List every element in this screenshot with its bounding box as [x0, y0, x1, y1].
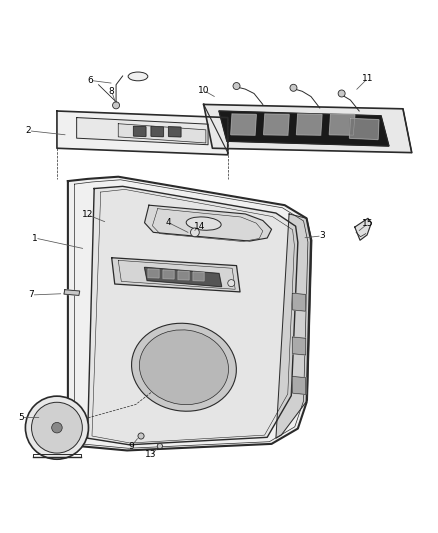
Text: 15: 15 [362, 219, 374, 228]
Polygon shape [112, 258, 240, 292]
Ellipse shape [131, 323, 237, 411]
Polygon shape [88, 187, 298, 445]
Polygon shape [329, 114, 355, 135]
Text: 9: 9 [128, 441, 134, 450]
Polygon shape [68, 177, 311, 450]
Polygon shape [77, 118, 208, 145]
Polygon shape [297, 114, 322, 135]
Text: 2: 2 [26, 126, 31, 135]
Circle shape [32, 402, 82, 453]
Text: 13: 13 [145, 450, 157, 459]
Polygon shape [118, 124, 206, 143]
Polygon shape [293, 376, 306, 394]
Polygon shape [293, 337, 306, 355]
Polygon shape [151, 126, 163, 136]
Polygon shape [219, 111, 389, 146]
Circle shape [52, 423, 62, 433]
Polygon shape [145, 205, 272, 241]
Text: 11: 11 [362, 74, 374, 83]
Ellipse shape [186, 217, 221, 230]
Ellipse shape [139, 330, 229, 405]
Polygon shape [276, 214, 312, 438]
Text: 8: 8 [109, 87, 115, 96]
Text: 10: 10 [198, 86, 209, 95]
Polygon shape [57, 111, 228, 155]
Polygon shape [264, 114, 289, 135]
Polygon shape [193, 272, 204, 281]
Circle shape [191, 228, 199, 237]
Polygon shape [204, 104, 412, 152]
Circle shape [113, 102, 120, 109]
Circle shape [290, 84, 297, 91]
Circle shape [25, 396, 88, 459]
Circle shape [228, 280, 235, 287]
Polygon shape [350, 118, 379, 140]
Ellipse shape [128, 72, 148, 81]
Polygon shape [293, 293, 306, 311]
Polygon shape [231, 114, 256, 135]
Text: 1: 1 [32, 233, 38, 243]
Polygon shape [178, 271, 189, 280]
Text: 14: 14 [194, 222, 205, 231]
Text: 5: 5 [18, 413, 24, 422]
Text: 6: 6 [87, 76, 93, 85]
Polygon shape [355, 219, 371, 240]
Polygon shape [169, 127, 181, 137]
Circle shape [157, 443, 162, 449]
Polygon shape [163, 270, 174, 279]
Text: 7: 7 [28, 290, 35, 300]
Text: 12: 12 [82, 211, 93, 219]
Polygon shape [145, 268, 222, 287]
Polygon shape [134, 126, 146, 136]
Polygon shape [148, 269, 159, 278]
Circle shape [338, 90, 345, 97]
Polygon shape [64, 290, 80, 295]
Text: 3: 3 [319, 231, 325, 240]
Circle shape [233, 83, 240, 90]
Circle shape [138, 433, 144, 439]
Text: 4: 4 [166, 218, 171, 227]
